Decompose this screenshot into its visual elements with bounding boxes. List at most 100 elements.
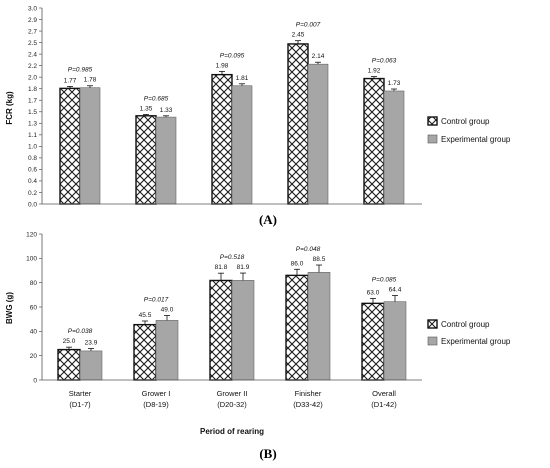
y-tick-label: 80 — [30, 280, 38, 287]
legend-b-control-label: Control group — [441, 320, 490, 329]
bar-control — [209, 279, 233, 381]
bar-control — [133, 323, 157, 381]
bar-value-label: 1.35 — [140, 105, 153, 112]
bar-value-label: 1.98 — [216, 62, 229, 69]
chart-a: 0.0 0.2 0.4 0.6 0.8 1.0 1.1 1.3 1.5 1.7 1.8 2.0 2.2 2… — [5, 5, 511, 227]
chart-b-panel-label: (B) — [259, 446, 276, 461]
chart-a-y-ticks: 0.0 0.2 0.4 0.6 0.8 1.0 1.1 1.3 1.5 1.7 1.8 2.0 2.2 2… — [28, 5, 42, 208]
bar-value-label: 63.0 — [367, 289, 380, 296]
x-category-label: Overall — [372, 389, 396, 398]
y-tick-label: 0 — [33, 377, 37, 384]
legend-a-control-swatch — [427, 116, 438, 126]
y-tick-label: 0.0 — [28, 201, 37, 208]
y-tick-label: 1.7 — [28, 98, 37, 105]
y-tick-label: 2.0 — [28, 74, 37, 81]
bar-experimental — [231, 85, 253, 205]
bar-experimental — [155, 320, 179, 381]
bar-control — [57, 348, 81, 381]
bar-value-label: 1.92 — [368, 68, 381, 75]
y-tick-label: 2.2 — [28, 63, 37, 70]
bar-value-label: 45.5 — [139, 312, 152, 319]
legend-b-control-swatch — [427, 319, 438, 329]
p-value-label: P=0.007 — [296, 22, 321, 29]
bar-experimental — [383, 90, 405, 205]
bar-value-label: 1.73 — [388, 80, 401, 87]
p-value-label: P=0.095 — [220, 52, 245, 59]
bar-experimental — [383, 301, 407, 381]
x-category-label: Grower II — [217, 389, 248, 398]
p-value-label: P=0.985 — [68, 67, 93, 74]
chart-a-y-axis-label: FCR (kg) — [5, 91, 14, 125]
legend-a-control-label: Control group — [441, 117, 490, 126]
bar-control — [287, 43, 309, 205]
bar-experimental — [231, 280, 255, 381]
p-value-label: P=0.017 — [144, 297, 169, 304]
bar-value-label: 49.0 — [161, 307, 174, 314]
bar-experimental — [155, 116, 177, 205]
x-category-sublabel: (D20-32) — [217, 400, 247, 409]
p-value-label: P=0.685 — [144, 95, 169, 102]
bar-value-label: 1.77 — [64, 77, 77, 84]
bar-value-label: 81.9 — [237, 264, 250, 271]
bar-value-label: 25.0 — [63, 338, 76, 345]
bar-control — [135, 115, 157, 205]
y-tick-label: 0.4 — [28, 178, 37, 185]
chart-b-y-ticks: 0 20 40 60 80 100 120 — [26, 231, 42, 384]
bar-value-label: 88.5 — [313, 256, 326, 263]
x-category-sublabel: (D1-42) — [371, 400, 397, 409]
y-tick-label: 100 — [26, 256, 37, 263]
bar-value-label: 1.78 — [84, 77, 97, 84]
bar-experimental — [79, 350, 103, 381]
legend-b-experimental-swatch — [427, 336, 438, 346]
p-value-label: P=0.518 — [220, 254, 245, 261]
p-value-label: P=0.048 — [296, 246, 321, 253]
chart-b-x-axis-label: Period of rearing — [200, 427, 264, 436]
bar-value-label: 1.81 — [236, 75, 249, 82]
p-value-label: P=0.063 — [372, 58, 397, 65]
bar-value-label: 1.33 — [160, 107, 173, 114]
bar-control — [285, 274, 309, 381]
bar-experimental — [307, 272, 331, 381]
x-category-sublabel: (D1-7) — [69, 400, 91, 409]
chart-a-panel-label: (A) — [259, 212, 277, 227]
bar-experimental — [79, 87, 101, 205]
x-category-label: Starter — [69, 389, 92, 398]
y-tick-label: 1.3 — [28, 121, 37, 128]
bar-value-label: 23.9 — [85, 339, 98, 346]
chart-b: 0 20 40 60 80 100 120 25.0 23.9 P=0.038 45.5 49.0 P… — [5, 231, 511, 461]
bar-value-label: 86.0 — [291, 260, 304, 267]
y-tick-label: 1.0 — [28, 144, 37, 151]
chart-b-bars — [57, 264, 407, 381]
y-tick-label: 0.8 — [28, 155, 37, 162]
legend-a-experimental-swatch — [427, 134, 438, 144]
p-value-label: P=0.038 — [68, 328, 93, 335]
chart-a-value-labels: 1.77 1.78 P=0.985 1.35 1.33 P=0.685 1.98 1.81 P=… — [64, 22, 401, 114]
y-tick-label: 1.1 — [28, 132, 37, 139]
bar-experimental — [307, 63, 329, 205]
x-category-label: Grower I — [142, 389, 171, 398]
chart-b-legend: Control group Experimental group — [427, 319, 511, 346]
y-tick-label: 2.5 — [28, 40, 37, 47]
bar-value-label: 2.14 — [312, 53, 325, 60]
x-category-sublabel: (D8-19) — [143, 400, 169, 409]
bar-value-label: 81.8 — [215, 264, 228, 271]
y-tick-label: 40 — [30, 329, 38, 336]
chart-a-bars — [59, 40, 405, 205]
chart-b-value-labels: 25.0 23.9 P=0.038 45.5 49.0 P=0.017 81.8 81.9 P=… — [63, 246, 402, 346]
y-tick-label: 60 — [30, 304, 38, 311]
y-tick-label: 2.7 — [28, 28, 37, 35]
y-tick-label: 2.4 — [28, 51, 37, 58]
bar-control — [59, 87, 81, 205]
bar-value-label: 2.45 — [292, 32, 305, 39]
y-tick-label: 0.2 — [28, 190, 37, 197]
x-category-label: Finisher — [295, 389, 322, 398]
y-tick-label: 120 — [26, 231, 37, 238]
y-tick-label: 20 — [30, 353, 38, 360]
y-tick-label: 0.6 — [28, 167, 37, 174]
chart-a-legend: Control group Experimental group — [427, 116, 511, 144]
bar-control — [211, 73, 233, 205]
bar-control — [361, 302, 385, 381]
y-tick-label: 2.9 — [28, 17, 37, 24]
x-category-sublabel: (D33-42) — [293, 400, 323, 409]
